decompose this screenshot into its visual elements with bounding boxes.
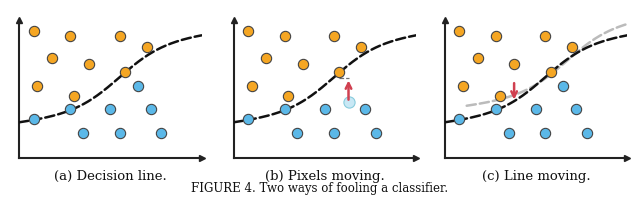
Point (491, 108, 501, 111)
Point (491, 35, 501, 38)
Point (132, 84, 143, 87)
Point (371, 131, 381, 134)
Point (280, 108, 290, 111)
Point (29, 117, 39, 121)
Point (68, 94, 79, 97)
Point (243, 117, 253, 121)
Point (540, 131, 550, 134)
Point (246, 84, 257, 87)
Text: FIGURE 4. Two ways of fooling a classifier.: FIGURE 4. Two ways of fooling a classifi… (191, 182, 449, 195)
Text: (c) Line moving.: (c) Line moving. (482, 170, 590, 183)
Point (78, 131, 88, 134)
Point (344, 101, 354, 104)
Point (243, 29, 253, 32)
Point (29, 29, 39, 32)
Point (280, 35, 290, 38)
Point (120, 71, 130, 74)
Point (65, 35, 76, 38)
Point (292, 131, 303, 134)
Point (509, 62, 519, 65)
Point (145, 108, 156, 111)
Point (458, 84, 468, 87)
Point (360, 108, 370, 111)
Point (283, 94, 293, 97)
Point (334, 71, 344, 74)
Point (329, 131, 339, 134)
Point (115, 35, 125, 38)
Point (105, 108, 115, 111)
Point (540, 35, 550, 38)
Point (545, 71, 556, 74)
Point (47, 57, 57, 60)
Point (329, 35, 339, 38)
Point (558, 84, 568, 87)
Point (298, 62, 308, 65)
Point (582, 131, 592, 134)
Point (504, 131, 514, 134)
Point (141, 46, 152, 49)
Point (319, 108, 330, 111)
Point (472, 57, 483, 60)
Point (531, 108, 541, 111)
Point (568, 46, 578, 49)
Point (83, 62, 93, 65)
Text: (a) Decision line.: (a) Decision line. (54, 170, 167, 183)
Point (261, 57, 271, 60)
Point (156, 131, 166, 134)
Point (571, 108, 581, 111)
Point (65, 108, 76, 111)
Point (356, 46, 366, 49)
Point (115, 131, 125, 134)
Point (494, 94, 504, 97)
Text: (b) Pixels moving.: (b) Pixels moving. (265, 170, 385, 183)
Point (454, 117, 465, 121)
Point (32, 84, 42, 87)
Point (454, 29, 465, 32)
